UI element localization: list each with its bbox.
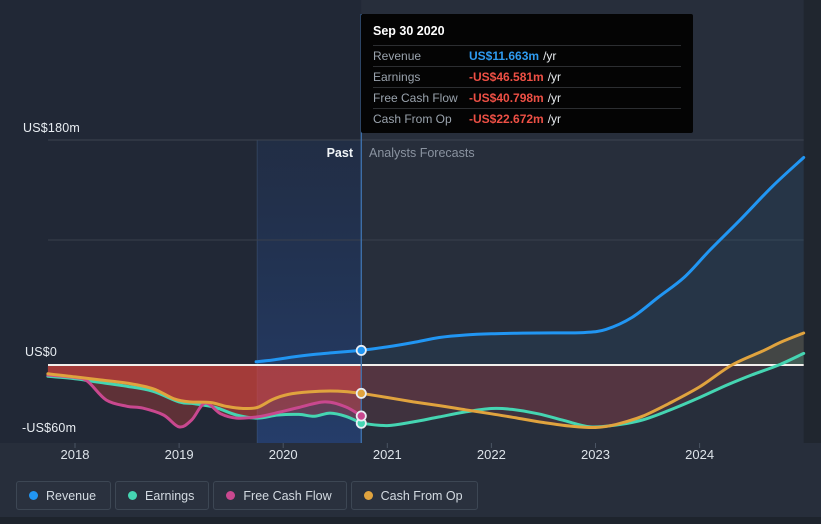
tooltip-label: Revenue	[373, 49, 422, 63]
x-axis-label-2019: 2019	[164, 447, 194, 462]
tooltip-row-earnings: Earnings -US$46.581m /yr	[373, 67, 681, 88]
x-axis-label-2020: 2020	[268, 447, 298, 462]
x-axis-label-2018: 2018	[60, 447, 90, 462]
x-axis-label-2022: 2022	[476, 447, 506, 462]
tooltip-suffix: /yr	[543, 49, 557, 63]
y-axis-label-zero: US$0	[25, 345, 58, 359]
legend-label: Earnings	[145, 488, 195, 503]
legend-item-cash-from-op[interactable]: Cash From Op	[350, 481, 478, 510]
panel-bottom-divider	[0, 517, 821, 524]
tooltip-row-cash-from-op: Cash From Op -US$22.672m /yr	[373, 109, 681, 129]
tooltip-label: Free Cash Flow	[373, 91, 458, 105]
tooltip-date: Sep 30 2020	[373, 21, 681, 46]
legend-label: Cash From Op	[380, 488, 463, 503]
legend-label: Free Cash Flow	[243, 488, 332, 503]
legend-item-earnings[interactable]: Earnings	[115, 481, 210, 510]
legend-label: Revenue	[46, 488, 97, 503]
tooltip-suffix: /yr	[547, 91, 562, 105]
tooltip-value: -US$40.798m	[469, 91, 544, 105]
tooltip-row-free-cash-flow: Free Cash Flow -US$40.798m /yr	[373, 88, 681, 109]
tooltip-label: Cash From Op	[373, 112, 452, 126]
y-axis-label-180m: US$180m	[23, 121, 80, 135]
forecast-section-label: Analysts Forecasts	[369, 146, 475, 160]
x-axis-label-2024: 2024	[685, 447, 715, 462]
x-axis-label-2023: 2023	[581, 447, 610, 462]
x-axis-label-2021: 2021	[372, 447, 402, 462]
tooltip-value: -US$22.672m	[469, 112, 544, 126]
tooltip-value: -US$46.581m	[469, 70, 544, 84]
free-cash-flow-dot-icon	[226, 491, 236, 500]
tooltip-suffix: /yr	[547, 112, 562, 126]
revenue-dot-icon	[29, 491, 38, 500]
chart-legend: Revenue Earnings Free Cash Flow Cash Fro…	[16, 481, 478, 510]
tooltip-label: Earnings	[373, 70, 421, 84]
y-axis-label-neg60m: -US$60m	[22, 421, 77, 435]
past-section-label: Past	[326, 146, 353, 160]
tooltip-value: US$11.663m	[469, 49, 540, 63]
cash-from-op-dot-icon	[363, 491, 373, 500]
chart-tooltip: Sep 30 2020 Revenue US$11.663m /yr Earni…	[361, 14, 693, 133]
tooltip-row-revenue: Revenue US$11.663m /yr	[373, 46, 681, 67]
legend-item-revenue[interactable]: Revenue	[16, 481, 112, 510]
earnings-dot-icon	[128, 491, 138, 500]
legend-item-free-cash-flow[interactable]: Free Cash Flow	[213, 481, 347, 510]
tooltip-suffix: /yr	[547, 70, 562, 84]
